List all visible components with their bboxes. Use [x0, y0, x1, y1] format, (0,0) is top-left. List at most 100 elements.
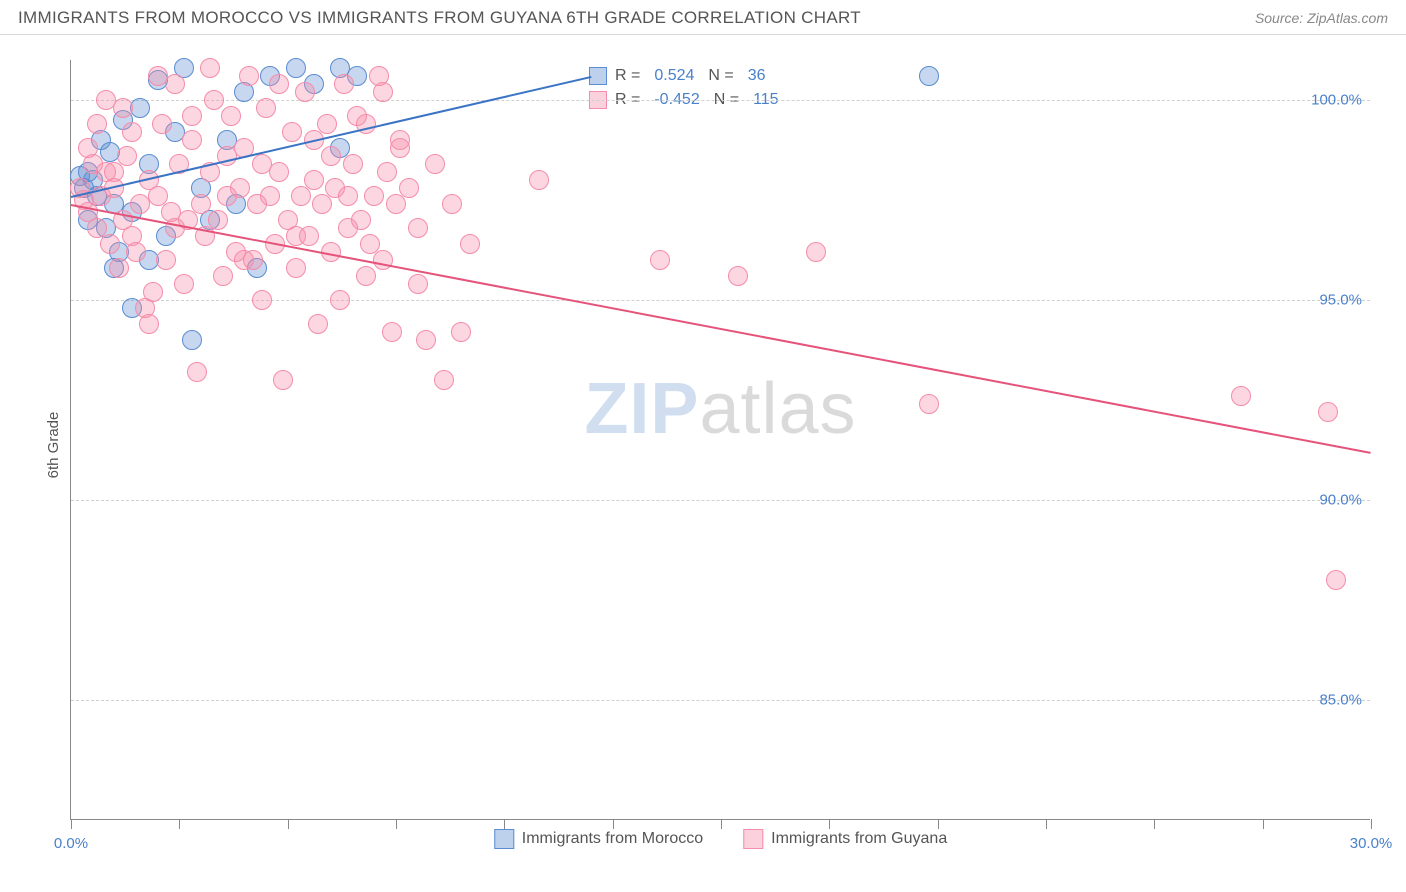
watermark: ZIPatlas — [584, 368, 856, 450]
x-tick — [396, 819, 397, 829]
scatter-point — [182, 130, 202, 150]
x-tick-label: 30.0% — [1350, 835, 1393, 852]
scatter-point — [182, 330, 202, 350]
scatter-point — [1231, 386, 1251, 406]
scatter-point — [728, 266, 748, 286]
scatter-point — [1326, 570, 1346, 590]
scatter-point — [321, 146, 341, 166]
scatter-point — [260, 186, 280, 206]
x-tick — [1371, 819, 1372, 829]
x-tick — [613, 819, 614, 829]
chart-source: Source: ZipAtlas.com — [1255, 10, 1388, 26]
scatter-point — [390, 138, 410, 158]
scatter-point — [425, 154, 445, 174]
scatter-point — [351, 210, 371, 230]
x-tick — [1154, 819, 1155, 829]
scatter-point — [273, 370, 293, 390]
scatter-point — [182, 106, 202, 126]
stats-swatch — [589, 67, 607, 85]
scatter-point — [408, 274, 428, 294]
scatter-point — [529, 170, 549, 190]
scatter-point — [113, 98, 133, 118]
scatter-point — [252, 290, 272, 310]
x-tick — [504, 819, 505, 829]
legend-label: Immigrants from Morocco — [522, 830, 703, 848]
stats-n-label: N = — [708, 67, 733, 85]
scatter-point — [295, 82, 315, 102]
x-tick — [288, 819, 289, 829]
trend-line — [71, 204, 1371, 454]
scatter-point — [187, 362, 207, 382]
scatter-point — [1318, 402, 1338, 422]
scatter-point — [377, 162, 397, 182]
scatter-point — [78, 138, 98, 158]
scatter-point — [364, 186, 384, 206]
stats-n-value: 36 — [748, 67, 766, 85]
y-tick-label: 90.0% — [1319, 492, 1362, 509]
scatter-point — [308, 314, 328, 334]
y-axis-label: 6th Grade — [45, 412, 62, 479]
scatter-point — [919, 394, 939, 414]
x-tick — [721, 819, 722, 829]
stats-box: R =0.524N =36R =-0.452N =115 — [581, 62, 793, 114]
scatter-point — [399, 178, 419, 198]
x-tick — [71, 819, 72, 829]
scatter-point — [104, 162, 124, 182]
scatter-point — [100, 234, 120, 254]
y-tick-label: 95.0% — [1319, 292, 1362, 309]
gridline-h — [71, 500, 1370, 501]
scatter-point — [191, 194, 211, 214]
scatter-point — [286, 58, 306, 78]
scatter-point — [382, 322, 402, 342]
chart-header: IMMIGRANTS FROM MOROCCO VS IMMIGRANTS FR… — [0, 0, 1406, 35]
scatter-point — [165, 74, 185, 94]
scatter-point — [152, 114, 172, 134]
scatter-point — [122, 226, 142, 246]
scatter-point — [208, 210, 228, 230]
scatter-point — [650, 250, 670, 270]
legend-label: Immigrants from Guyana — [771, 830, 947, 848]
scatter-point — [130, 98, 150, 118]
scatter-point — [304, 170, 324, 190]
stats-row: R = 0.524 N = 36 — [589, 64, 785, 88]
scatter-point — [269, 74, 289, 94]
gridline-h — [71, 700, 1370, 701]
scatter-point — [87, 114, 107, 134]
scatter-point — [434, 370, 454, 390]
legend-item: Immigrants from Guyana — [743, 829, 947, 849]
watermark-zip: ZIP — [584, 369, 699, 449]
stats-r-value: 0.524 — [654, 67, 694, 85]
scatter-point — [282, 122, 302, 142]
scatter-point — [386, 194, 406, 214]
scatter-point — [252, 154, 272, 174]
scatter-point — [286, 226, 306, 246]
scatter-point — [174, 274, 194, 294]
scatter-point — [806, 242, 826, 262]
scatter-point — [165, 218, 185, 238]
scatter-point — [156, 250, 176, 270]
scatter-point — [291, 186, 311, 206]
scatter-point — [408, 218, 428, 238]
bottom-legend: Immigrants from Morocco Immigrants from G… — [494, 829, 947, 849]
legend-swatch — [494, 829, 514, 849]
plot-area: ZIPatlas R =0.524N =36R =-0.452N =115 Im… — [70, 60, 1370, 820]
chart-container: 6th Grade ZIPatlas R =0.524N =36R =-0.45… — [50, 45, 1390, 845]
scatter-point — [256, 98, 276, 118]
scatter-point — [204, 90, 224, 110]
watermark-atlas: atlas — [699, 369, 856, 449]
scatter-point — [143, 282, 163, 302]
scatter-point — [451, 322, 471, 342]
scatter-point — [234, 250, 254, 270]
scatter-point — [312, 194, 332, 214]
scatter-point — [221, 106, 241, 126]
stats-r-label: R = — [615, 67, 640, 85]
y-tick-label: 85.0% — [1319, 692, 1362, 709]
scatter-point — [356, 266, 376, 286]
x-tick — [938, 819, 939, 829]
scatter-point — [343, 154, 363, 174]
scatter-point — [416, 330, 436, 350]
scatter-point — [919, 66, 939, 86]
chart-title: IMMIGRANTS FROM MOROCCO VS IMMIGRANTS FR… — [18, 8, 861, 28]
scatter-point — [338, 186, 358, 206]
scatter-point — [334, 74, 354, 94]
